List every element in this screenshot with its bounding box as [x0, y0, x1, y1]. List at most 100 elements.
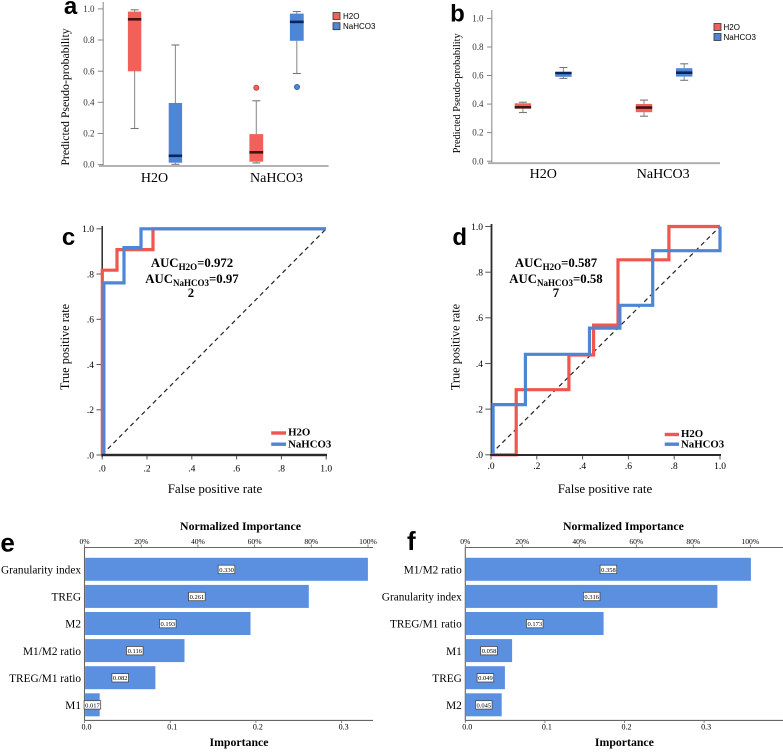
svg-text:0.0: 0.0	[462, 723, 472, 732]
svg-text:0.3: 0.3	[701, 723, 711, 732]
svg-text:.0: .0	[476, 451, 483, 461]
svg-text:0.1: 0.1	[542, 723, 552, 732]
svg-text:0.0: 0.0	[472, 156, 484, 166]
svg-text:1.0: 1.0	[471, 223, 483, 233]
svg-text:TREG: TREG	[432, 673, 462, 685]
svg-text:.0: .0	[87, 451, 94, 461]
svg-text:NaHCO3: NaHCO3	[637, 167, 690, 182]
svg-text:TREG/M1 ratio: TREG/M1 ratio	[9, 673, 81, 685]
svg-text:0.045: 0.045	[476, 702, 491, 709]
svg-text:1.0: 1.0	[320, 464, 332, 474]
svg-text:AUCNaHCO3=0.58: AUCNaHCO3=0.58	[509, 272, 602, 288]
svg-text:0.330: 0.330	[219, 567, 234, 574]
svg-text:0.116: 0.116	[128, 648, 143, 655]
svg-text:0.058: 0.058	[482, 648, 497, 655]
svg-text:.4: .4	[188, 464, 195, 474]
svg-text:.2: .2	[87, 406, 94, 416]
svg-text:60%: 60%	[629, 537, 644, 546]
svg-text:.8: .8	[671, 462, 678, 472]
svg-text:7: 7	[553, 286, 560, 300]
svg-text:1.0: 1.0	[83, 4, 95, 14]
svg-text:M1/M2 ratio: M1/M2 ratio	[23, 646, 81, 658]
svg-text:b: b	[450, 1, 465, 28]
svg-text:True positive rate: True positive rate	[58, 303, 72, 390]
svg-text:Granularity index: Granularity index	[382, 592, 462, 604]
svg-text:0.0: 0.0	[83, 160, 95, 170]
svg-text:f: f	[407, 526, 416, 556]
svg-text:AUCH2O=0.972: AUCH2O=0.972	[151, 256, 233, 272]
svg-text:0.8: 0.8	[472, 42, 484, 52]
svg-text:M2: M2	[446, 700, 462, 712]
svg-text:NaHCO3: NaHCO3	[724, 33, 757, 42]
svg-text:H2O: H2O	[530, 167, 557, 182]
svg-text:.0: .0	[487, 462, 494, 472]
svg-text:0.193: 0.193	[160, 621, 175, 628]
svg-text:NaHCO3: NaHCO3	[288, 438, 332, 450]
svg-text:False positive rate: False positive rate	[168, 481, 263, 496]
svg-text:a: a	[64, 0, 78, 20]
svg-text:AUCNaHCO3=0.97: AUCNaHCO3=0.97	[145, 272, 239, 288]
svg-text:0.2: 0.2	[253, 723, 263, 732]
svg-text:M1/M2 ratio: M1/M2 ratio	[404, 565, 462, 577]
svg-text:NaHCO3: NaHCO3	[681, 439, 725, 451]
svg-text:.6: .6	[625, 462, 632, 472]
svg-text:0.358: 0.358	[601, 567, 616, 574]
svg-text:.8: .8	[87, 270, 94, 280]
svg-text:.4: .4	[579, 462, 586, 472]
svg-text:M1: M1	[446, 646, 462, 658]
svg-text:100%: 100%	[741, 537, 759, 546]
svg-text:TREG/M1 ratio: TREG/M1 ratio	[390, 619, 462, 631]
svg-text:NaHCO3: NaHCO3	[343, 22, 376, 31]
svg-text:.4: .4	[87, 361, 94, 371]
svg-text:0%: 0%	[79, 537, 90, 546]
svg-text:.4: .4	[476, 360, 483, 370]
svg-text:80%: 80%	[686, 537, 701, 546]
svg-text:0.0: 0.0	[82, 723, 92, 732]
svg-text:0.3: 0.3	[339, 723, 349, 732]
svg-text:0.2: 0.2	[622, 723, 632, 732]
svg-text:40%: 40%	[191, 537, 206, 546]
svg-text:d: d	[452, 224, 467, 251]
svg-text:60%: 60%	[248, 537, 263, 546]
svg-text:.0: .0	[99, 464, 106, 474]
svg-text:AUCH2O=0.587: AUCH2O=0.587	[515, 256, 598, 272]
svg-text:1.0: 1.0	[82, 225, 94, 235]
svg-text:H2O: H2O	[724, 23, 740, 32]
svg-text:0.2: 0.2	[472, 128, 483, 138]
svg-text:e: e	[0, 528, 14, 558]
svg-text:20%: 20%	[134, 537, 149, 546]
svg-text:H2O: H2O	[681, 428, 703, 440]
svg-text:Normalized Importance: Normalized Importance	[180, 519, 301, 533]
svg-text:2: 2	[188, 286, 194, 300]
svg-text:NaHCO3: NaHCO3	[250, 171, 303, 186]
svg-text:c: c	[62, 224, 75, 251]
svg-text:0.049: 0.049	[478, 675, 493, 682]
svg-text:1.0: 1.0	[472, 14, 484, 24]
svg-text:0.082: 0.082	[113, 675, 128, 682]
svg-text:0%: 0%	[460, 537, 471, 546]
svg-text:0.1: 0.1	[167, 723, 177, 732]
svg-text:M1: M1	[65, 700, 81, 712]
svg-text:0.173: 0.173	[527, 621, 542, 628]
svg-text:40%: 40%	[572, 537, 587, 546]
svg-text:Predicted Pseudo-probability: Predicted Pseudo-probability	[452, 33, 463, 154]
svg-text:True positive rate: True positive rate	[449, 303, 463, 390]
svg-text:M2: M2	[65, 619, 81, 631]
svg-text:.8: .8	[278, 464, 285, 474]
svg-text:H2O: H2O	[343, 12, 359, 21]
svg-text:H2O: H2O	[141, 171, 168, 186]
svg-text:Granularity index: Granularity index	[1, 565, 81, 577]
svg-text:0.4: 0.4	[83, 97, 95, 107]
svg-text:100%: 100%	[359, 537, 377, 546]
svg-text:20%: 20%	[515, 537, 530, 546]
svg-text:0.4: 0.4	[472, 99, 484, 109]
svg-text:Importance: Importance	[595, 735, 654, 749]
svg-text:0.6: 0.6	[83, 66, 95, 76]
svg-text:0.316: 0.316	[584, 594, 599, 601]
svg-text:Predicted Pseudo-probability: Predicted Pseudo-probability	[58, 28, 72, 165]
svg-text:.2: .2	[143, 464, 150, 474]
svg-text:.6: .6	[233, 464, 240, 474]
svg-text:0.8: 0.8	[83, 35, 95, 45]
svg-text:False positive rate: False positive rate	[558, 481, 653, 496]
svg-text:TREG: TREG	[52, 592, 82, 604]
